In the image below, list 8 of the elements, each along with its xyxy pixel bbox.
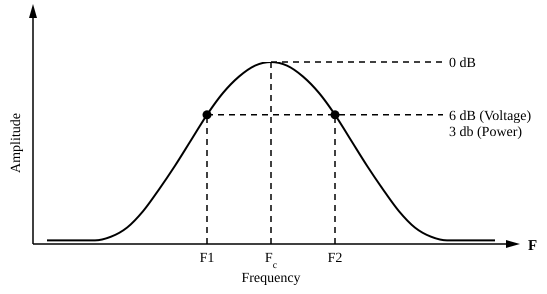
ref-line-label: 0 dB (449, 56, 476, 71)
text: F (528, 238, 538, 254)
y-axis-title: Amplitude (9, 113, 24, 173)
x-tick-label: F2 (328, 251, 342, 266)
x-axis-title: Frequency (241, 271, 301, 286)
x-tick-label: F1 (200, 251, 214, 266)
ref-line-label: 6 dB (Voltage) 3 db (Power) (449, 108, 532, 140)
x-tick-label: F$_{c}$ (264, 251, 278, 270)
